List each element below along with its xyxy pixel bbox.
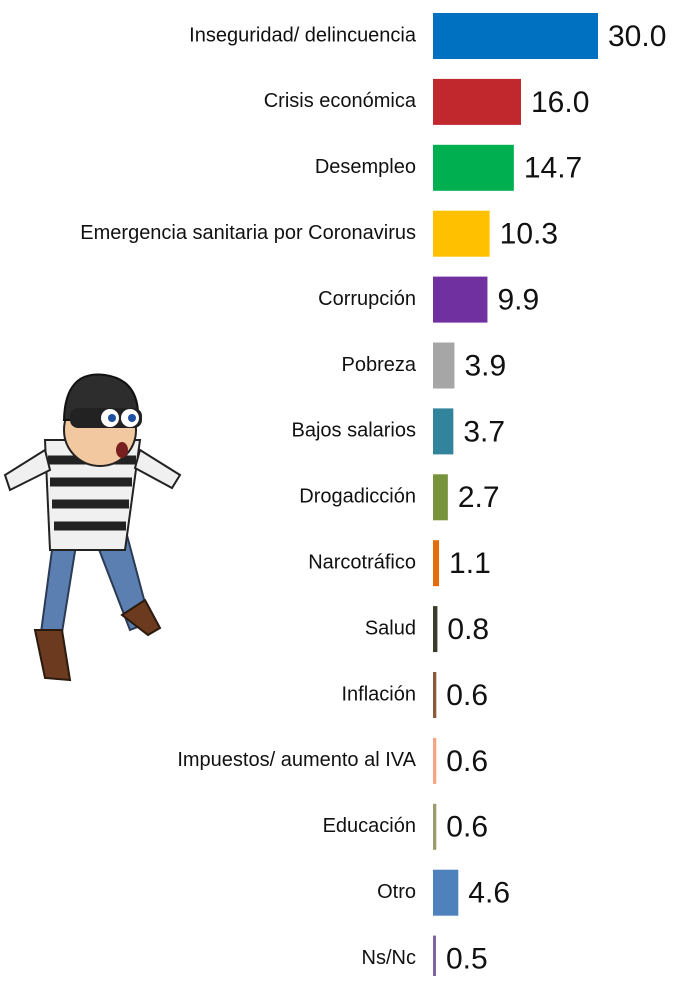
bar	[433, 210, 490, 257]
value-label: 3.9	[464, 349, 506, 382]
value-label: 16.0	[531, 86, 589, 119]
category-label: Pobreza	[342, 354, 417, 376]
category-label: Otro	[377, 881, 416, 903]
bar	[433, 144, 514, 191]
value-label: 14.7	[524, 152, 582, 185]
category-label: Crisis económica	[264, 90, 417, 112]
value-label: 2.7	[458, 481, 500, 514]
bar	[433, 869, 459, 916]
bar	[433, 474, 448, 521]
category-label: Salud	[365, 617, 416, 639]
bar	[433, 803, 437, 850]
category-label: Educación	[323, 815, 416, 837]
bar	[433, 13, 598, 59]
category-label: Drogadicción	[299, 486, 416, 508]
category-label: Emergencia sanitaria por Coronavirus	[80, 222, 416, 244]
bar	[433, 342, 455, 389]
bar	[433, 276, 488, 323]
category-label: Impuestos/ aumento al IVA	[177, 749, 416, 771]
category-label: Inflación	[342, 683, 417, 705]
category-label: Narcotráfico	[308, 551, 416, 573]
value-label: 10.3	[500, 218, 558, 251]
robber-illustration	[3, 373, 182, 682]
value-label: 0.5	[446, 943, 488, 976]
value-label: 30.0	[608, 20, 666, 53]
category-label: Bajos salarios	[291, 420, 416, 442]
value-label: 0.6	[446, 679, 488, 712]
value-label: 3.7	[463, 415, 505, 448]
value-label: 0.8	[447, 613, 489, 646]
value-label: 0.6	[446, 745, 488, 778]
value-label: 1.1	[449, 547, 491, 580]
bar	[433, 78, 521, 125]
value-label: 0.6	[446, 811, 488, 844]
bar	[433, 935, 436, 981]
category-label: Corrupción	[318, 288, 416, 310]
category-label: Desempleo	[315, 156, 416, 178]
category-label: Ns/Nc	[362, 947, 416, 969]
bar	[433, 737, 437, 784]
bar	[433, 540, 440, 587]
category-label: Inseguridad/ delincuencia	[189, 24, 417, 46]
bar	[433, 672, 437, 718]
value-label: 4.6	[468, 877, 510, 910]
value-label: 9.9	[497, 284, 539, 317]
bar	[433, 408, 454, 455]
bar	[433, 606, 438, 653]
